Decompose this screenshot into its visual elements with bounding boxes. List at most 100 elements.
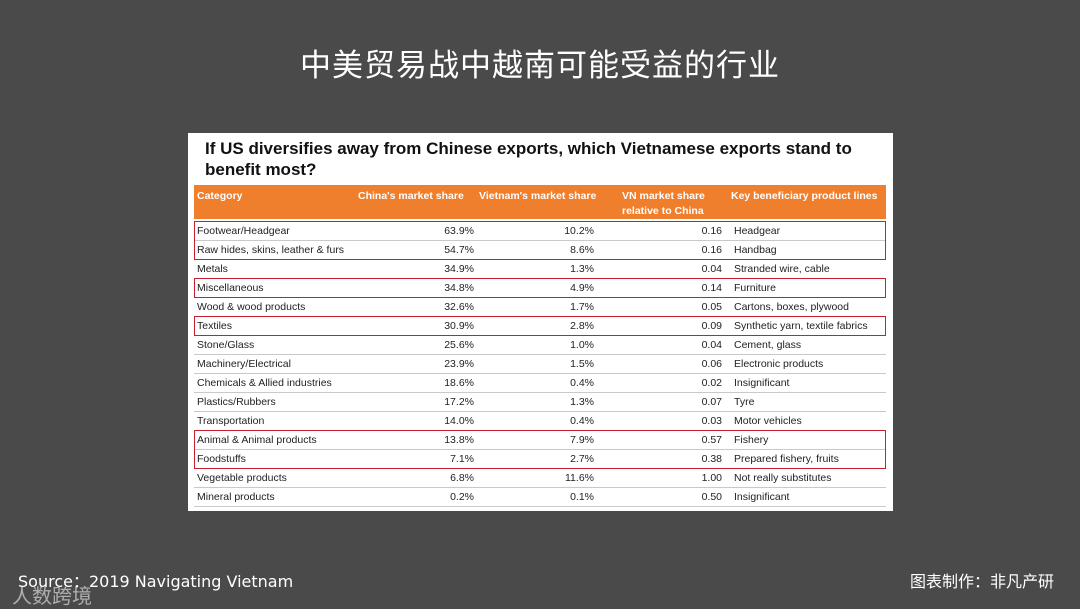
table-row: Animal & Animal products 13.8% 7.9% 0.57 Fis… xyxy=(194,431,886,450)
row-china-share: 54.7% xyxy=(444,244,474,256)
row-china-share: 13.8% xyxy=(444,434,474,446)
row-key-products: Cement, glass xyxy=(734,339,802,351)
table-row: Mineral products 0.2% 0.1% 0.50 Insignifican… xyxy=(194,488,886,507)
row-category: Mineral products xyxy=(197,491,275,503)
header-relative-share: VN market share relative to China xyxy=(622,190,705,217)
row-key-products: Stranded wire, cable xyxy=(734,263,830,275)
row-category: Machinery/Electrical xyxy=(197,358,291,370)
row-category: Wood & wood products xyxy=(197,301,306,313)
row-china-share: 25.6% xyxy=(444,339,474,351)
row-vietnam-share: 1.5% xyxy=(570,358,594,370)
row-category: Textiles xyxy=(197,320,233,332)
credit-note: 图表制作：非凡产研 xyxy=(909,572,1054,591)
table-card: If US diversifies away from Chinese expo… xyxy=(188,133,893,511)
row-relative-share: 0.16 xyxy=(701,244,722,256)
row-category: Stone/Glass xyxy=(197,339,255,351)
row-vietnam-share: 7.9% xyxy=(570,434,594,446)
row-key-products: Electronic products xyxy=(734,358,824,370)
source-note: Source：2019 Navigating Vietnam xyxy=(18,572,294,591)
table-row: Textiles 30.9% 2.8% 0.09 Synthetic yarn, tex… xyxy=(194,317,886,336)
row-relative-share: 0.07 xyxy=(701,396,722,408)
row-china-share: 34.9% xyxy=(444,263,474,275)
row-relative-share: 0.38 xyxy=(701,453,722,465)
row-key-products: Insignificant xyxy=(734,377,790,389)
header-china-share: China's market share xyxy=(358,190,464,202)
row-key-products: Fishery xyxy=(734,434,769,446)
table-row: Foodstuffs 7.1% 2.7% 0.38 Prepared fishery, … xyxy=(194,450,886,469)
row-china-share: 7.1% xyxy=(450,453,474,465)
table-row: Chemicals & Allied industries 18.6% 0.4% 0.… xyxy=(194,374,886,393)
row-category: Miscellaneous xyxy=(197,282,264,294)
table-row: Raw hides, skins, leather & furs 54.7% 8.6… xyxy=(194,241,886,260)
table-row: Transportation 14.0% 0.4% 0.03 Motor vehicle… xyxy=(194,412,886,431)
row-category: Foodstuffs xyxy=(197,453,246,465)
row-key-products: Motor vehicles xyxy=(734,415,802,427)
row-category: Plastics/Rubbers xyxy=(197,396,276,408)
row-vietnam-share: 2.7% xyxy=(570,453,594,465)
row-key-products: Not really substitutes xyxy=(734,472,832,484)
row-key-products: Cartons, boxes, plywood xyxy=(734,301,849,313)
row-key-products: Handbag xyxy=(734,244,777,256)
row-vietnam-share: 8.6% xyxy=(570,244,594,256)
header-category: Category xyxy=(197,190,243,202)
row-vietnam-share: 11.6% xyxy=(565,472,594,484)
row-vietnam-share: 0.1% xyxy=(570,491,594,503)
table-row: Wood & wood products 32.6% 1.7% 0.05 Cartons… xyxy=(194,298,886,317)
row-category: Chemicals & Allied industries xyxy=(197,377,332,389)
table-row: Machinery/Electrical 23.9% 1.5% 0.06 Electro… xyxy=(194,355,886,374)
row-china-share: 18.6% xyxy=(444,377,474,389)
table-header: Category China's market share Vietnam's … xyxy=(194,185,886,219)
row-key-products: Furniture xyxy=(734,282,777,294)
row-china-share: 63.9% xyxy=(444,225,474,237)
table-row: Miscellaneous 34.8% 4.9% 0.14 Furniture xyxy=(194,279,886,298)
row-china-share: 0.2% xyxy=(450,491,474,503)
row-relative-share: 0.09 xyxy=(701,320,722,332)
row-relative-share: 0.57 xyxy=(701,434,722,446)
row-relative-share: 0.16 xyxy=(701,225,722,237)
row-relative-share: 0.02 xyxy=(701,377,722,389)
row-vietnam-share: 1.3% xyxy=(570,263,594,275)
row-china-share: 34.8% xyxy=(444,282,474,294)
table-row: Vegetable products 6.8% 11.6% 1.00 Not reall… xyxy=(194,469,886,488)
row-relative-share: 0.04 xyxy=(701,263,722,275)
row-relative-share: 0.05 xyxy=(701,301,722,313)
row-relative-share: 0.50 xyxy=(701,491,722,503)
row-key-products: Headgear xyxy=(734,225,781,237)
row-category: Raw hides, skins, leather & furs xyxy=(197,244,345,256)
row-key-products: Tyre xyxy=(734,396,755,408)
row-category: Transportation xyxy=(197,415,265,427)
header-key-products: Key beneficiary product lines xyxy=(731,190,878,202)
table-row: Metals 34.9% 1.3% 0.04 Stranded wire, cable xyxy=(194,260,886,279)
row-category: Vegetable products xyxy=(197,472,287,484)
row-relative-share: 0.14 xyxy=(701,282,722,294)
row-category: Metals xyxy=(197,263,228,275)
row-vietnam-share: 1.0% xyxy=(570,339,594,351)
row-vietnam-share: 0.4% xyxy=(570,377,594,389)
row-vietnam-share: 10.2% xyxy=(564,225,594,237)
row-relative-share: 0.06 xyxy=(701,358,722,370)
row-category: Footwear/Headgear xyxy=(197,225,290,237)
row-key-products: Prepared fishery, fruits xyxy=(734,453,839,465)
header-vietnam-share: Vietnam's market share xyxy=(479,190,597,202)
slide-title: 中美贸易战中越南可能受益的行业 xyxy=(300,48,780,84)
table-title: If US diversifies away from Chinese expo… xyxy=(205,139,852,179)
row-china-share: 32.6% xyxy=(444,301,474,313)
row-china-share: 6.8% xyxy=(450,472,474,484)
row-china-share: 30.9% xyxy=(444,320,474,332)
table-row: Plastics/Rubbers 17.2% 1.3% 0.07 Tyre xyxy=(194,393,886,412)
row-vietnam-share: 0.4% xyxy=(570,415,594,427)
row-vietnam-share: 2.8% xyxy=(570,320,594,332)
row-relative-share: 1.00 xyxy=(701,472,722,484)
row-china-share: 23.9% xyxy=(444,358,474,370)
row-category: Animal & Animal products xyxy=(197,434,317,446)
row-relative-share: 0.04 xyxy=(701,339,722,351)
table-row: Footwear/Headgear 63.9% 10.2% 0.16 Headgear xyxy=(194,222,886,241)
row-vietnam-share: 1.3% xyxy=(570,396,594,408)
row-vietnam-share: 4.9% xyxy=(570,282,594,294)
row-vietnam-share: 1.7% xyxy=(570,301,594,313)
row-key-products: Insignificant xyxy=(734,491,790,503)
watermark: 人数跨境 xyxy=(12,584,92,608)
row-china-share: 17.2% xyxy=(444,396,474,408)
row-relative-share: 0.03 xyxy=(701,415,722,427)
row-china-share: 14.0% xyxy=(444,415,474,427)
